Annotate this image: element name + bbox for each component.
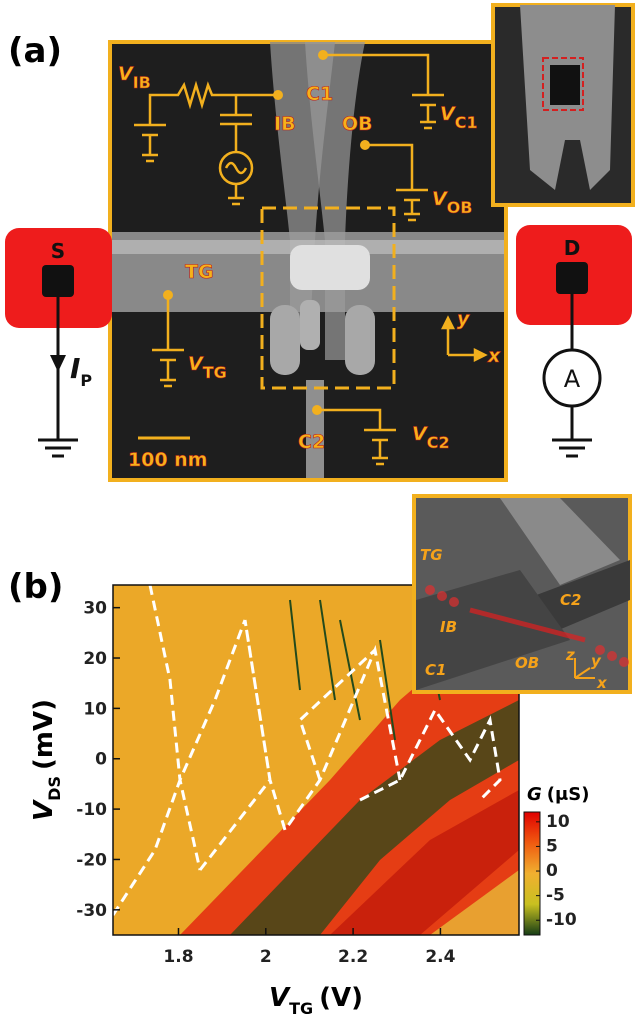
y-tick-label: -10: [76, 800, 107, 820]
v-ib-subscript: IB: [133, 73, 151, 92]
ib-label: IB: [274, 113, 296, 135]
v-ob-symbol: V: [432, 188, 448, 210]
y-axis-symbol: V: [29, 799, 59, 821]
colorbar-tick-label: 0: [546, 861, 558, 881]
axis-y-label: y: [457, 308, 471, 330]
v-c1-symbol: V: [440, 103, 456, 125]
colorbar-tick-label: 10: [546, 812, 570, 832]
x-tick-label: 2: [260, 947, 272, 967]
axis-x-label: x: [487, 345, 501, 367]
y-tick-label: 20: [83, 649, 107, 669]
drain-label: D: [564, 236, 581, 260]
current-subscript: P: [80, 371, 92, 390]
v-c2-symbol: V: [412, 423, 428, 445]
colorbar-symbol: G: [527, 784, 542, 805]
x-axis-unit: (V): [319, 983, 363, 1013]
x-axis-title: VTG (V): [269, 983, 363, 1017]
y-tick-label: 10: [83, 699, 107, 719]
source-label: S: [51, 239, 65, 263]
inset-c2-label: C2: [560, 591, 581, 609]
v-ib-symbol: V: [118, 63, 134, 85]
inset-x-label: x: [596, 674, 608, 692]
panel-label: (a): [8, 31, 62, 71]
colorbar: [524, 812, 540, 935]
v-tg-symbol: V: [188, 353, 204, 375]
inset-tg-label: TG: [420, 546, 443, 564]
current-label: IP: [70, 352, 92, 390]
x-axis-subscript: TG: [289, 999, 313, 1017]
panel-label: (b): [8, 567, 63, 607]
colorbar-tick-label: -5: [546, 886, 565, 906]
zoom-inset: [493, 5, 633, 205]
v-c1-subscript: C1: [455, 113, 478, 132]
y-tick-label: -20: [76, 850, 107, 870]
y-tick-label: 30: [83, 599, 107, 619]
colorbar-tick-label: -10: [546, 910, 577, 930]
x-tick-label: 1.8: [163, 947, 193, 967]
y-tick-label: -30: [76, 901, 107, 921]
colorbar-unit: (μS): [547, 784, 590, 805]
x-axis-symbol: V: [269, 983, 291, 1013]
inset-z-label: z: [565, 646, 575, 664]
y-tick-label: 0: [95, 750, 107, 770]
colorbar-tick-label: 5: [546, 836, 558, 856]
inset-y-label: y: [591, 652, 602, 670]
ob-label: OB: [342, 113, 373, 135]
ammeter-label: A: [564, 365, 581, 393]
c2-label: C2: [298, 431, 325, 453]
x-tick-label: 2.2: [338, 947, 368, 967]
x-tick-label: 2.4: [425, 947, 455, 967]
y-axis-unit: (mV): [29, 699, 59, 770]
inset-ob-label: OB: [515, 654, 539, 672]
y-axis-title: VDS (mV): [29, 699, 64, 821]
v-c2-subscript: C2: [427, 433, 450, 452]
c1-label: C1: [306, 83, 333, 105]
figure: (a): [0, 0, 637, 1017]
current-symbol: I: [70, 352, 80, 385]
scale-bar-label: 100 nm: [128, 449, 208, 471]
v-ob-subscript: OB: [447, 198, 473, 217]
tg-label: TG: [185, 261, 214, 283]
inset-c1-label: C1: [425, 661, 446, 679]
y-axis-subscript: DS: [45, 776, 64, 801]
colorbar-title: G(μS): [527, 784, 589, 805]
inset-ib-label: IB: [440, 618, 457, 636]
v-tg-subscript: TG: [203, 363, 227, 382]
